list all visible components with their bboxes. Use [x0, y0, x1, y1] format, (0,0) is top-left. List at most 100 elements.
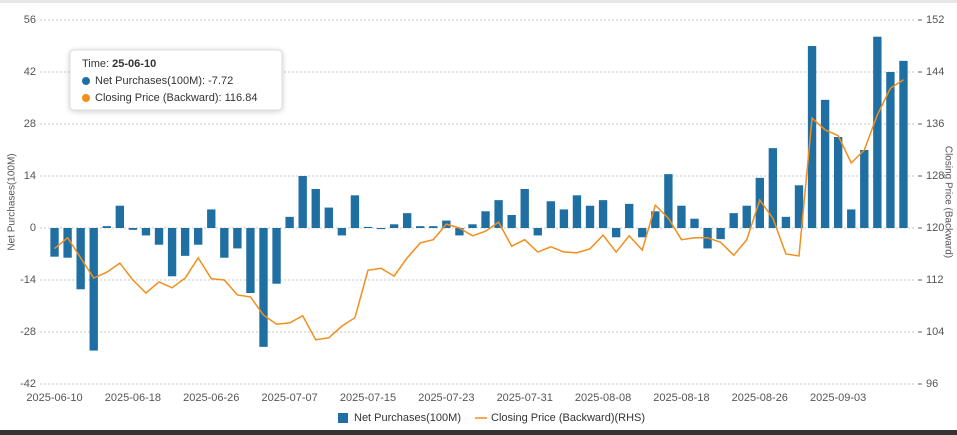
- bar: [337, 228, 347, 236]
- bar: [729, 213, 738, 228]
- bar: [781, 216, 791, 228]
- legend-swatch: [338, 413, 348, 423]
- y2-tick-label: 144: [926, 66, 944, 78]
- bar: [272, 228, 281, 284]
- bar: [651, 211, 660, 228]
- bar: [860, 150, 869, 228]
- bar: [847, 209, 856, 228]
- bar: [481, 211, 490, 228]
- bar: [755, 177, 764, 228]
- bar: [899, 60, 908, 228]
- x-tick-label: 2025-06-18: [105, 392, 161, 404]
- bar: [416, 226, 425, 228]
- bar: [585, 205, 595, 228]
- bar: [833, 137, 843, 228]
- bar: [820, 99, 830, 228]
- tooltip-time-label: Time:: [82, 58, 109, 70]
- bar: [363, 226, 373, 228]
- y2-axis-title: Closing Price (Backward): [942, 146, 953, 258]
- x-tick-label: 2025-09-03: [810, 392, 866, 404]
- bar: [468, 224, 477, 228]
- tooltip-time: Time: 25-06-10: [82, 58, 156, 70]
- bar: [298, 176, 307, 228]
- x-tick-label: 2025-08-08: [575, 392, 631, 404]
- bar: [690, 218, 699, 228]
- bar: [873, 36, 882, 228]
- bar: [285, 216, 294, 228]
- bar: [559, 209, 569, 228]
- x-tick-label: 2025-06-10: [26, 392, 82, 404]
- bar: [886, 72, 895, 228]
- tooltip-time-value: 25-06-10: [112, 58, 156, 70]
- top-bar: [0, 0, 957, 3]
- y-tick-label: 42: [24, 66, 36, 78]
- x-tick-label: 2025-07-07: [261, 392, 317, 404]
- y2-tick-label: 136: [926, 118, 944, 130]
- tooltip-row: Net Purchases(100M): -7.72: [95, 75, 233, 87]
- x-tick-label: 2025-07-15: [340, 392, 396, 404]
- bar: [50, 228, 59, 257]
- bar: [89, 228, 98, 351]
- y-tick-label: 28: [24, 118, 36, 130]
- legend-label: Closing Price (Backward)(RHS): [491, 412, 645, 424]
- y-tick-label: -42: [20, 378, 36, 390]
- line: [54, 79, 904, 341]
- x-tick-label: 2025-07-31: [497, 392, 553, 404]
- bar: [220, 228, 229, 258]
- bar: [207, 209, 216, 228]
- y-tick-label: -28: [20, 326, 36, 338]
- bar: [167, 228, 177, 277]
- y2-tick-label: 104: [926, 326, 944, 338]
- bar: [259, 228, 268, 347]
- y-tick-label: 0: [30, 222, 36, 234]
- tooltip-dot: [82, 94, 90, 102]
- bottom-bar: [0, 430, 957, 435]
- bar: [311, 189, 320, 228]
- tooltip-row-value: 116.84: [225, 92, 258, 104]
- x-tick-label: 2025-06-26: [183, 392, 239, 404]
- bar: [141, 228, 151, 236]
- x-tick-label: 2025-08-26: [732, 392, 788, 404]
- x-tick-label: 2025-08-18: [653, 392, 709, 404]
- bar: [677, 205, 686, 228]
- y-tick-label: -14: [20, 274, 36, 286]
- bar: [807, 46, 817, 228]
- y2-tick-label: 128: [926, 170, 944, 182]
- bar: [376, 228, 386, 230]
- bar: [128, 228, 138, 230]
- plot: -42 -28 -14 0 14 28 42 56 96 104 112 120 128 136 144 15…: [20, 14, 944, 424]
- x-tick-label: 2025-07-23: [418, 392, 474, 404]
- bar: [638, 228, 647, 238]
- y-tick-label: 14: [24, 170, 36, 182]
- tooltip-box: [69, 49, 283, 111]
- y-axis-title: Net Purchases(100M): [7, 153, 18, 250]
- bar: [611, 228, 621, 238]
- y2-tick-label: 120: [926, 222, 944, 234]
- tooltip-row-value: -7.72: [208, 75, 233, 87]
- tooltip-row: Closing Price (Backward): 116.84: [95, 92, 257, 104]
- bar: [233, 228, 242, 249]
- bar: [742, 205, 751, 228]
- y2-tick-label: 96: [926, 378, 938, 390]
- bar: [494, 200, 503, 228]
- bar: [246, 228, 255, 293]
- bar: [768, 148, 778, 228]
- bar: [716, 228, 725, 240]
- bar: [520, 189, 529, 228]
- bar: [664, 174, 673, 228]
- tooltip-row-label: Net Purchases(100M):: [95, 75, 205, 87]
- bar: [546, 201, 556, 228]
- bar: [572, 195, 582, 228]
- bar: [625, 203, 634, 228]
- y2-tick-label: 112: [926, 274, 944, 286]
- bar: [180, 228, 190, 256]
- bar: [350, 195, 360, 228]
- tooltip: Time: 25-06-10 Net Purchases(100M): -7.7…: [69, 49, 283, 111]
- bar: [154, 228, 164, 245]
- bar: [324, 207, 333, 228]
- y-tick-label: 56: [24, 14, 36, 26]
- tooltip-dot: [82, 77, 90, 85]
- bar: [598, 200, 608, 228]
- bar: [429, 226, 438, 228]
